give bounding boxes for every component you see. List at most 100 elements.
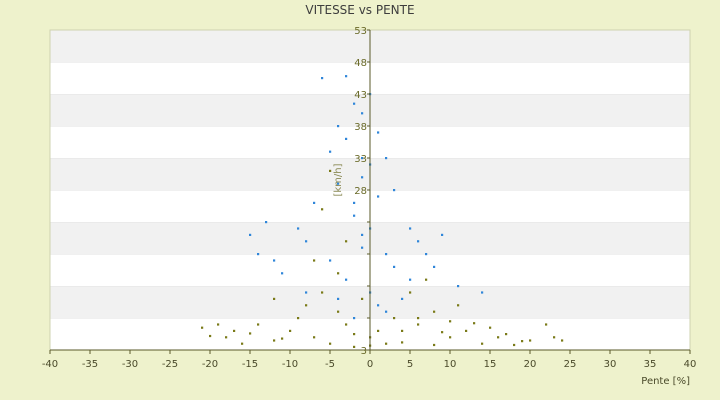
- data-point-series-2: [489, 326, 492, 329]
- data-point-series-1: [441, 233, 444, 236]
- x-tick-label: 5: [407, 359, 413, 370]
- data-point-series-2: [497, 336, 500, 339]
- data-point-series-1: [257, 253, 260, 256]
- data-point-series-1: [377, 131, 380, 134]
- data-point-series-1: [353, 102, 356, 105]
- data-point-series-2: [449, 320, 452, 323]
- x-tick-label: -40: [42, 359, 58, 370]
- x-axis-label: Pente [%]: [641, 376, 690, 387]
- data-point-series-1: [409, 227, 412, 230]
- data-point-series-1: [345, 137, 348, 140]
- data-point-series-2: [353, 333, 356, 336]
- data-point-series-1: [337, 297, 340, 300]
- data-point-series-2: [473, 322, 476, 325]
- data-point-series-1: [273, 259, 276, 262]
- x-tick-label: 0: [367, 359, 373, 370]
- data-point-series-1: [417, 240, 420, 243]
- data-point-series-2: [433, 310, 436, 313]
- data-point-series-2: [353, 345, 356, 348]
- data-point-series-2: [361, 297, 364, 300]
- x-tick-label: 40: [684, 359, 697, 370]
- data-point-series-1: [361, 176, 364, 179]
- x-axis-ticks: -40 -35 -30 -25 -20 -15 -10 -5 0 5 10 15 20 25 30 35 40: [42, 350, 697, 370]
- data-point-series-2: [233, 329, 236, 332]
- data-point-series-2: [345, 323, 348, 326]
- data-point-series-1: [361, 233, 364, 236]
- data-point-series-1: [361, 246, 364, 249]
- data-point-series-2: [281, 337, 284, 340]
- data-point-series-2: [209, 334, 212, 338]
- data-point-series-2: [481, 342, 484, 345]
- x-tick-label: -25: [162, 359, 178, 370]
- y-axis-label: [km/h]: [333, 163, 344, 196]
- data-point-series-1: [337, 125, 340, 128]
- chart-title: VITESSE vs PENTE: [305, 3, 414, 17]
- data-point-series-1: [385, 253, 388, 256]
- data-point-series-1: [393, 265, 396, 268]
- data-point-series-1: [425, 253, 428, 256]
- data-point-series-1: [345, 278, 348, 281]
- data-point-series-1: [329, 259, 332, 262]
- data-point-series-2: [313, 259, 316, 262]
- data-point-series-1: [297, 227, 300, 230]
- data-point-series-2: [433, 343, 436, 347]
- x-tick-label: 30: [604, 359, 617, 370]
- x-tick-label: -5: [325, 359, 335, 370]
- y-tick-label: 33: [354, 154, 367, 165]
- x-tick-label: 20: [524, 359, 537, 370]
- data-point-series-1: [313, 201, 316, 204]
- data-point-series-2: [521, 340, 524, 343]
- data-point-series-2: [401, 341, 404, 344]
- data-point-series-2: [417, 317, 420, 320]
- data-point-series-2: [337, 310, 340, 313]
- data-point-series-2: [217, 323, 220, 326]
- y-tick-label: 43: [354, 90, 367, 101]
- data-point-series-1: [393, 189, 396, 192]
- data-point-series-2: [273, 339, 276, 342]
- data-point-series-1: [433, 265, 436, 268]
- data-point-series-2: [417, 323, 420, 326]
- data-point-series-2: [321, 208, 324, 211]
- data-point-series-2: [393, 317, 396, 320]
- data-point-series-1: [337, 182, 340, 185]
- data-point-series-2: [529, 339, 532, 342]
- data-point-series-1: [281, 272, 284, 275]
- data-point-series-1: [361, 112, 364, 115]
- data-point-series-1: [305, 291, 308, 294]
- data-point-series-2: [505, 333, 508, 336]
- data-point-series-1: [305, 240, 308, 243]
- data-point-series-2: [241, 342, 244, 345]
- data-point-series-2: [513, 343, 516, 347]
- data-point-series-2: [305, 304, 308, 307]
- data-point-series-2: [457, 304, 460, 307]
- data-point-series-2: [321, 291, 324, 294]
- data-point-series-2: [465, 329, 468, 332]
- y-tick-label: 53: [354, 26, 367, 37]
- y-tick-label: 3: [361, 346, 367, 357]
- data-point-series-1: [409, 278, 412, 281]
- data-point-series-2: [409, 291, 412, 294]
- x-tick-label: -15: [242, 359, 258, 370]
- data-point-series-1: [385, 157, 388, 160]
- data-point-series-2: [313, 336, 316, 339]
- data-point-series-2: [273, 297, 276, 300]
- data-point-series-1: [377, 304, 380, 307]
- y-tick-label: 28: [354, 186, 367, 197]
- x-tick-label: 10: [444, 359, 457, 370]
- data-point-series-1: [321, 77, 324, 80]
- x-tick-label: -10: [282, 359, 298, 370]
- data-point-series-2: [385, 342, 388, 345]
- data-point-series-1: [377, 195, 380, 198]
- x-tick-label: 35: [644, 359, 657, 370]
- data-point-series-1: [329, 150, 332, 153]
- data-point-series-1: [353, 317, 356, 320]
- data-point-series-1: [345, 75, 348, 78]
- data-point-series-2: [545, 323, 548, 326]
- data-point-series-1: [353, 201, 356, 204]
- data-point-series-2: [201, 326, 204, 329]
- data-point-series-2: [225, 336, 228, 339]
- x-tick-label: 25: [564, 359, 577, 370]
- data-point-series-2: [329, 342, 332, 345]
- data-points: [201, 75, 564, 348]
